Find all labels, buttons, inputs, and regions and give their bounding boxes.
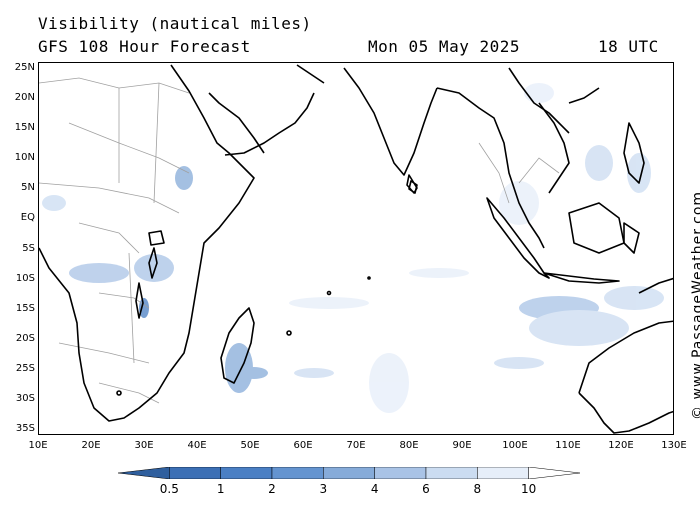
lon-label: 80E	[399, 440, 419, 451]
coastlines	[39, 64, 673, 434]
lat-label: EQ	[20, 212, 35, 224]
legend-swatch	[271, 467, 324, 479]
lat-label: 25S	[15, 362, 35, 374]
lon-label: 90E	[452, 440, 472, 451]
legend-label: 10	[521, 482, 537, 496]
country-borders	[39, 77, 560, 404]
lon-label: 50E	[240, 440, 260, 451]
legend-label: 1	[216, 482, 225, 496]
legend-min-arrow	[118, 467, 170, 479]
lon-label: 120E	[608, 440, 634, 451]
forecast-time: 18 UTC	[598, 37, 659, 56]
visibility-map	[38, 62, 674, 435]
legend-label: 6	[422, 482, 430, 496]
lon-label: 30E	[134, 440, 154, 451]
map-title: Visibility (nautical miles)	[38, 14, 312, 33]
legend-swatch	[477, 467, 529, 479]
lat-label: 20N	[14, 92, 35, 104]
forecast-label: GFS 108 Hour Forecast	[38, 37, 251, 56]
visibility-shading	[42, 83, 664, 413]
lat-label: 20S	[15, 332, 35, 344]
lon-label: 20E	[81, 440, 101, 451]
map-canvas	[39, 64, 673, 434]
lat-label: 15N	[14, 122, 35, 134]
legend-label: 2	[268, 482, 276, 496]
legend-swatch	[323, 467, 375, 479]
visibility-legend	[118, 467, 580, 479]
legend-label: 3	[319, 482, 328, 496]
lon-label: 70E	[346, 440, 366, 451]
lon-label: 10E	[28, 440, 48, 451]
lat-label: 35S	[15, 422, 35, 434]
legend-max-arrow	[528, 467, 580, 479]
legend-label: 4	[370, 482, 379, 496]
lat-label: 5N	[21, 182, 35, 194]
lat-label: 10S	[15, 272, 35, 284]
lon-label: 130E	[661, 440, 687, 451]
lon-label: 100E	[502, 440, 528, 451]
copyright-text: © www.PassageWeather.com	[690, 190, 700, 420]
legend-swatch	[425, 467, 478, 479]
lat-label: 30S	[15, 392, 35, 404]
legend-label: 8	[473, 482, 482, 496]
legend-label: 0.5	[159, 482, 179, 496]
legend-swatch	[169, 467, 221, 479]
legend-swatch	[374, 467, 427, 479]
lon-label: 60E	[293, 440, 313, 451]
forecast-date: Mon 05 May 2025	[368, 37, 520, 56]
lon-label: 40E	[187, 440, 207, 451]
lat-label: 15S	[15, 302, 35, 314]
lat-label: 5S	[22, 242, 35, 254]
legend-swatch	[220, 467, 273, 479]
lat-label: 10N	[14, 152, 35, 164]
lat-label: 25N	[14, 62, 35, 74]
lon-label: 110E	[555, 440, 581, 451]
